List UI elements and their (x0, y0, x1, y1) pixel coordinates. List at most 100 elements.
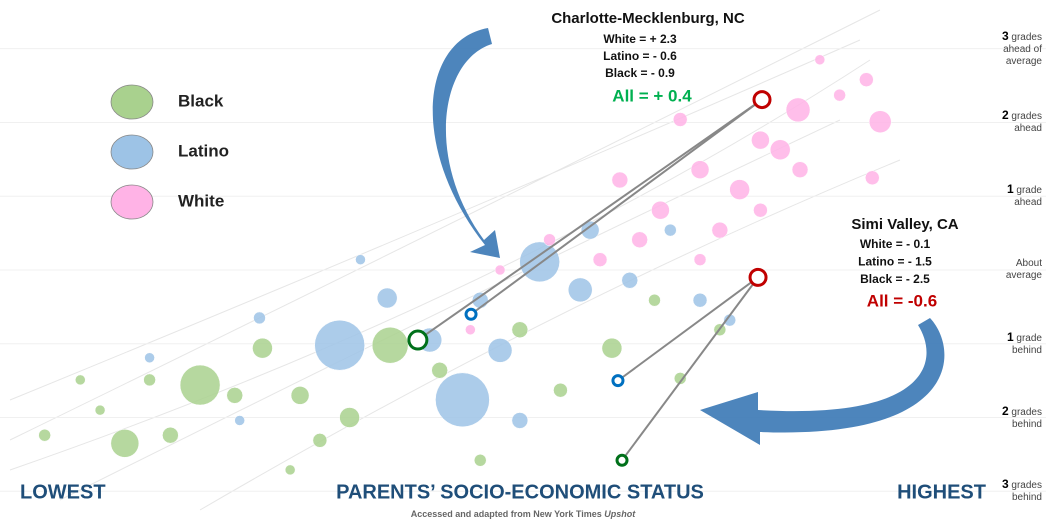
source-text: Accessed and adapted from New York Times (411, 509, 605, 519)
bubble (814, 54, 826, 66)
y-tick-label: 2 grades ahead (1001, 108, 1042, 135)
annotation-line: Latino = - 0.6 (603, 49, 677, 63)
y-tick-label: About average (1005, 257, 1042, 281)
annotation-total: All = -0.6 (867, 291, 937, 310)
legend-label: White (178, 191, 224, 210)
highlight-point (464, 307, 478, 321)
bubble (290, 386, 310, 405)
bubble (692, 292, 708, 308)
bubble (144, 352, 155, 364)
bubble (494, 264, 506, 276)
bubble (690, 160, 710, 179)
connector (417, 98, 763, 341)
bubble (859, 72, 874, 87)
bubble (94, 404, 106, 416)
bubble (487, 338, 513, 363)
legend-swatch (110, 184, 154, 220)
bubble (865, 170, 880, 186)
bubble (474, 454, 487, 467)
highlight-point (615, 453, 629, 467)
bubble (376, 287, 398, 309)
bubble (711, 221, 729, 239)
connector (621, 276, 759, 461)
bubble (672, 112, 688, 127)
annotation-line: White = - 0.1 (860, 237, 931, 251)
bubble (753, 202, 768, 218)
bubble (791, 161, 809, 178)
y-tick-label: 3 grades ahead of average (1001, 28, 1042, 67)
bubble (611, 171, 629, 189)
bubble (234, 415, 245, 426)
y-tick-label: 3 grades behind (1001, 477, 1042, 504)
bubble (465, 324, 476, 335)
annotation-line: White = + 2.3 (603, 32, 677, 46)
bubble (371, 326, 409, 364)
bubble (785, 97, 811, 123)
bubble (673, 372, 687, 385)
annotation-title: Simi Valley, CA (851, 216, 958, 233)
bubble (314, 319, 365, 371)
arrow (432, 28, 500, 258)
bubble (312, 433, 328, 448)
legend-swatch (110, 134, 154, 170)
x-axis-label: LOWEST (20, 481, 106, 503)
annotation-total: All = + 0.4 (612, 86, 692, 105)
legend-label: Black (178, 91, 224, 110)
bubble (253, 311, 266, 325)
bubble (162, 426, 179, 444)
bubble (648, 293, 661, 307)
x-axis-label: PARENTS’ SOCIO-ECONOMIC STATUS (336, 481, 704, 503)
bubble (553, 382, 568, 398)
bubble (631, 231, 648, 248)
bubble (226, 387, 243, 404)
bubble (339, 407, 360, 428)
highlight-point (748, 267, 768, 287)
highlight-point (407, 329, 429, 351)
bubble (179, 364, 221, 406)
bubble (355, 254, 366, 265)
bubble (592, 252, 608, 267)
bubble (284, 464, 296, 476)
bubble (110, 429, 140, 458)
background-line (9, 9, 901, 511)
y-tick-label: 1 grade ahead (1006, 182, 1042, 209)
bubble (431, 362, 448, 379)
source-text: Upshot (604, 509, 636, 519)
highlight-point (611, 374, 625, 388)
annotation-title: Charlotte-Mecklenburg, NC (551, 10, 745, 27)
legend-label: Latino (178, 141, 229, 160)
bubble (751, 130, 770, 150)
bubble (511, 412, 529, 429)
bubble (664, 223, 677, 237)
bubble (543, 233, 556, 246)
connector (617, 276, 759, 382)
arrow (700, 318, 945, 445)
bubble (601, 337, 623, 359)
connector (470, 98, 763, 316)
bubble (729, 179, 750, 200)
bubble (621, 272, 638, 289)
bubble (833, 88, 846, 102)
bubble (75, 374, 86, 386)
background (9, 9, 901, 511)
annotation-line: Black = - 2.5 (860, 272, 930, 286)
x-axis-label: HIGHEST (897, 481, 986, 503)
highlight-point (752, 90, 772, 110)
legend-swatch (110, 84, 154, 120)
bubble (519, 241, 560, 283)
bubble (868, 110, 892, 133)
bubble (435, 372, 490, 428)
bubble (567, 277, 593, 303)
annotation-line: Latino = - 1.5 (858, 255, 932, 269)
bubble (580, 220, 600, 240)
y-tick-label: 1 grade behind (1006, 329, 1042, 356)
bubble (511, 321, 529, 338)
source: Accessed and adapted from New York Times… (411, 509, 637, 519)
bubble (769, 139, 791, 160)
y-tick-label: 2 grades behind (1001, 403, 1042, 430)
bubble (143, 373, 156, 387)
bubble (693, 253, 707, 266)
annotation-line: Black = - 0.9 (605, 66, 675, 80)
